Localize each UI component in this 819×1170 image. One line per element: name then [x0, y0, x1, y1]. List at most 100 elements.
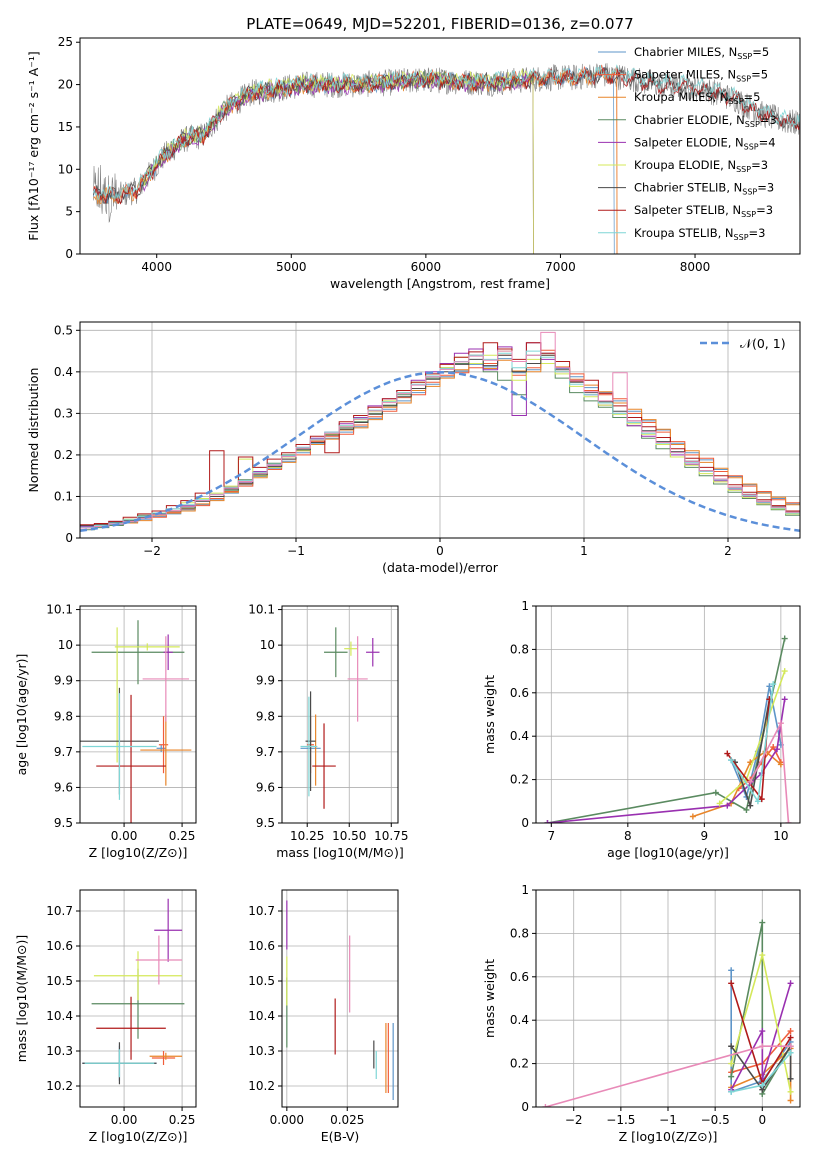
mass-weight-marker — [724, 802, 731, 809]
legend-suffix: =3 — [749, 226, 766, 240]
error-bar-point — [347, 636, 368, 722]
legend-label: Kroupa MILES, N — [634, 90, 729, 104]
y-tick-label: 9.8 — [54, 709, 73, 723]
mass-weight-line — [726, 699, 771, 802]
axes-frame — [79, 321, 801, 539]
mass-weight-line — [547, 638, 786, 823]
mass-weight-marker — [747, 778, 754, 785]
x-tick-label: 0.25 — [169, 1113, 196, 1127]
y-tick-label: 9.7 — [256, 745, 275, 759]
x-tick-label: −2 — [565, 1113, 583, 1127]
model-spectrum-line — [93, 64, 800, 254]
y-axis-label: mass weight — [482, 675, 497, 754]
y-tick-label: 10.4 — [46, 1009, 73, 1023]
legend-subscript: SSP — [737, 52, 752, 61]
histogram-step-line — [80, 342, 800, 526]
y-tick-label: 10.2 — [248, 1079, 275, 1093]
y-tick-label: 5 — [65, 205, 73, 219]
x-tick-label: 0.00 — [111, 1113, 138, 1127]
y-axis-label: age [log10(age/yr)] — [14, 654, 29, 776]
legend-suffix: =3 — [760, 113, 777, 127]
error-bar-point — [324, 627, 348, 678]
y-tick-label: 10.4 — [248, 1009, 275, 1023]
mass-weight-marker — [728, 1043, 735, 1050]
y-tick-label: 9.6 — [54, 780, 73, 794]
model-spectrum-line — [142, 71, 534, 254]
error-bar-point — [142, 636, 190, 722]
y-tick-label: 10.3 — [46, 1044, 73, 1058]
y-tick-label: 0.8 — [510, 926, 529, 940]
legend-entry: Salpeter ELODIE, NSSP=4 — [634, 135, 776, 151]
observed-spectrum-line — [93, 63, 800, 223]
x-axis-label: Z [log10(Z/Z⊙)] — [619, 1129, 718, 1144]
x-tick-label: 0 — [436, 544, 444, 558]
histogram-step-line — [80, 331, 800, 529]
error-bar-point — [344, 641, 358, 656]
model-spectrum-line — [142, 68, 534, 254]
y-tick-label: 25 — [58, 35, 73, 49]
y-tick-label: 10.7 — [248, 904, 275, 918]
legend-suffix: =3 — [756, 203, 773, 217]
legend-subscript: SSP — [741, 210, 756, 219]
legend-entry: Kroupa ELODIE, NSSP=3 — [634, 158, 768, 174]
legend-subscript: SSP — [745, 120, 760, 129]
x-tick-label: 8 — [624, 829, 632, 843]
legend-label: Kroupa ELODIE, N — [634, 158, 736, 172]
plot-area-mass_vs_ebv — [286, 900, 394, 1100]
error-bar-point — [305, 691, 316, 791]
axes-massweight_vs_Z: −2 −1.5 −1 −0.5 0 0 0.2 0.4 0.6 0.8 1 Z [log10(Z/Z⊙… — [482, 883, 800, 1144]
y-tick-label: 10.3 — [248, 1044, 275, 1058]
y-tick-label: 9.7 — [54, 745, 73, 759]
legend-label: Kroupa STELIB, N — [634, 226, 734, 240]
mass-weight-marker — [743, 806, 750, 813]
legend-entry: Salpeter STELIB, NSSP=3 — [634, 203, 773, 219]
axes-age_vs_mass: 10.25 10.50 10.75 9.5 9.6 9.7 9.8 9.9 10 10.1 mass… — [248, 603, 408, 860]
error-bar-point — [154, 898, 183, 962]
error-bar-point — [151, 1051, 176, 1065]
y-tick-label: 0.3 — [54, 406, 73, 420]
mass-weight-marker — [777, 761, 784, 768]
error-bar-point — [300, 696, 318, 797]
axes-frame — [79, 889, 197, 1108]
y-tick-label: 10.1 — [46, 603, 73, 617]
x-tick-label: 5000 — [276, 260, 307, 274]
mass-weight-marker — [770, 681, 777, 688]
y-tick-label: 10.7 — [46, 904, 73, 918]
y-tick-label: 10.5 — [248, 974, 275, 988]
y-axis-label: Flux [fλ10⁻¹⁷ erg cm⁻² s⁻¹ A⁻¹] — [26, 51, 41, 240]
mass-weight-marker — [759, 1082, 766, 1089]
x-tick-label: 2 — [724, 544, 732, 558]
x-tick-label: 0.00 — [111, 829, 138, 843]
x-tick-label: 10.25 — [290, 829, 324, 843]
error-bar-point — [158, 716, 169, 774]
y-tick-label: 0.6 — [510, 686, 529, 700]
axes-massweight_vs_age: 7 8 9 10 0 0.2 0.4 0.6 0.8 1 age [log10(age/yr)] ma… — [482, 599, 800, 860]
histogram-step-line — [80, 354, 800, 527]
mass-weight-marker — [787, 1088, 794, 1095]
axes-frame — [281, 889, 399, 1108]
mass-weight-marker — [759, 1043, 766, 1050]
y-axis-label: mass weight — [482, 959, 497, 1038]
histogram-step-line — [80, 350, 800, 528]
mass-weight-marker — [787, 1034, 794, 1041]
normal-curve — [80, 371, 800, 532]
mass-weight-marker — [728, 1088, 735, 1095]
plot-area-mass_vs_Z — [82, 898, 185, 1085]
y-tick-label: 10.6 — [248, 939, 275, 953]
error-bar-point — [156, 744, 166, 752]
histogram-step-line — [80, 354, 800, 531]
x-tick-label: 10 — [773, 829, 788, 843]
x-tick-label: −1.5 — [606, 1113, 635, 1127]
mass-weight-marker — [787, 980, 794, 987]
legend-subscript: SSP — [734, 233, 749, 242]
x-tick-label: 4000 — [141, 260, 172, 274]
y-tick-label: 10.1 — [248, 603, 275, 617]
axes-frame — [281, 605, 399, 824]
plot-area-age_vs_Z — [80, 620, 192, 823]
model-spectrum-line — [93, 68, 618, 254]
y-tick-label: 0.4 — [510, 729, 529, 743]
mass-weight-marker — [770, 744, 777, 751]
mass-weight-marker — [781, 668, 788, 675]
histogram-step-line — [80, 352, 800, 527]
mass-weight-marker — [759, 919, 766, 926]
